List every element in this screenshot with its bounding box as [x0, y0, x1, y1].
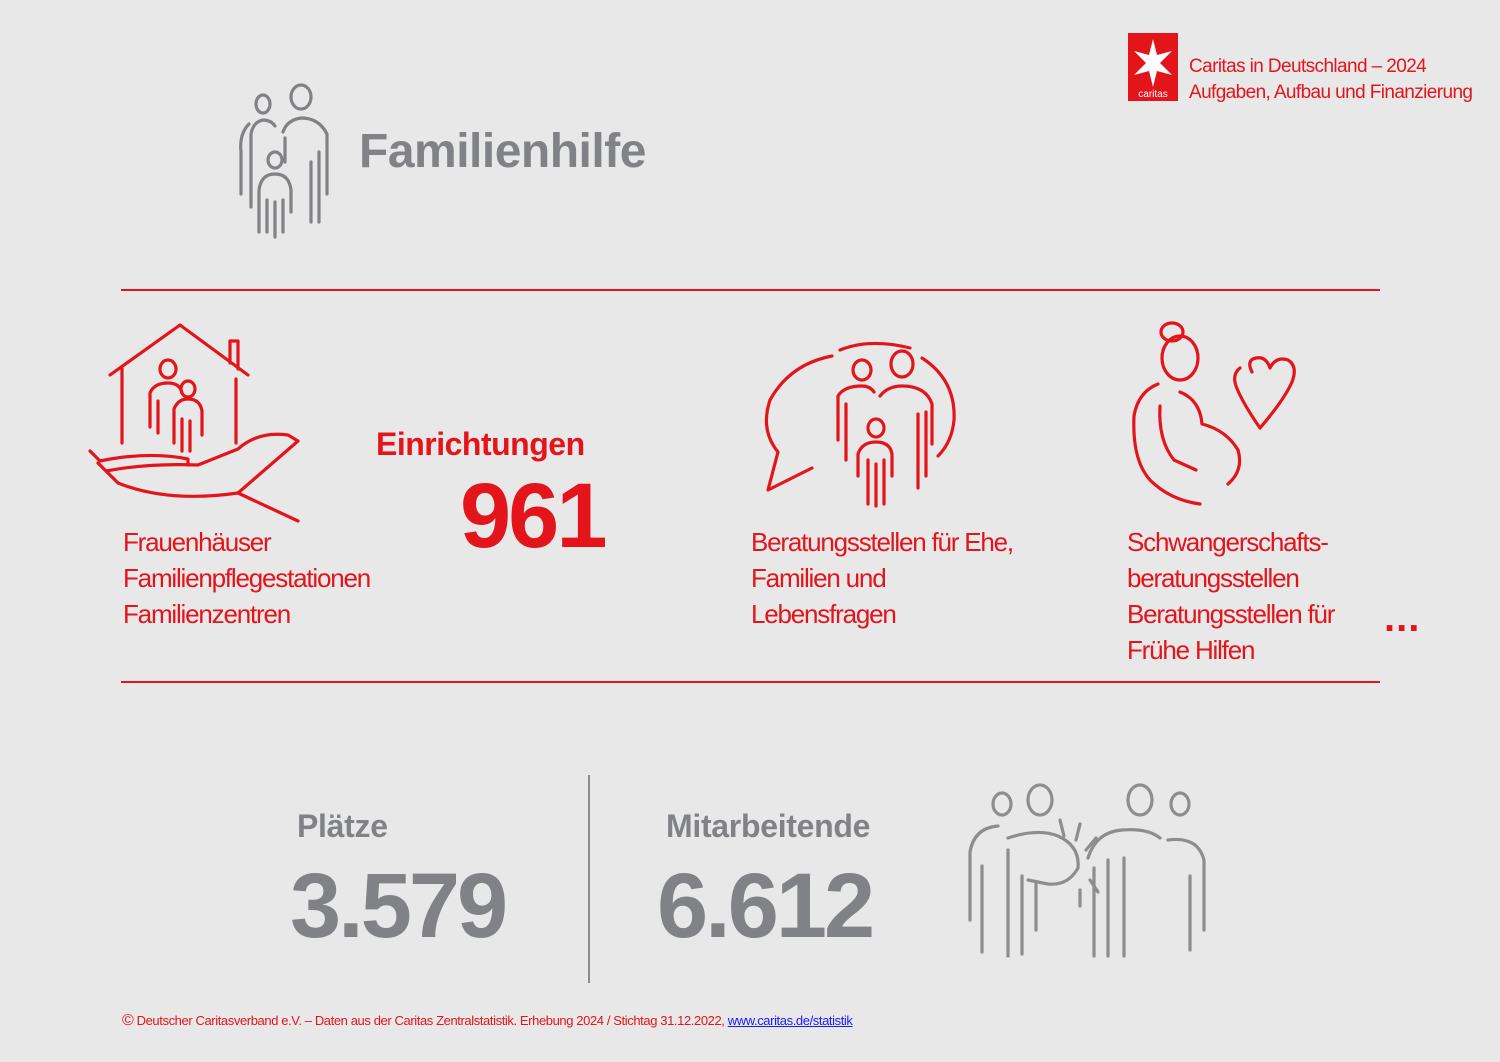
top-divider: [121, 289, 1380, 291]
mitarbeitende-label: Mitarbeitende: [666, 808, 871, 844]
facility-group-2-line-2: Familien und: [751, 563, 887, 593]
brand-line-2: Aufgaben, Aufbau und Finanzierung: [1189, 82, 1473, 103]
family-icon: [235, 82, 335, 245]
logo-text: caritas: [1138, 89, 1167, 100]
footer: © Deutscher Caritasverband e.V. – Daten …: [122, 1012, 853, 1030]
bottom-divider: [121, 681, 1380, 683]
facility-group-2-line-1: Beratungsstellen für Ehe,: [751, 527, 1014, 557]
facility-group-3-line-1: Schwangerschafts-: [1127, 527, 1329, 557]
speech-bubble-family-icon: [760, 340, 960, 515]
copyright-symbol: ©: [122, 1012, 134, 1029]
footer-text: Deutscher Caritasverband e.V. – Daten au…: [136, 1013, 725, 1028]
caritas-logo: caritas: [1128, 33, 1178, 101]
mitarbeitende-value: 6.612: [657, 855, 875, 957]
facility-group-3-line-4: Frühe Hilfen: [1127, 635, 1255, 665]
plaetze-value: 3.579: [290, 855, 508, 957]
team-people-icon: [968, 780, 1223, 965]
more-indicator: ...: [1384, 596, 1421, 640]
brand-line-1: Caritas in Deutschland – 2024: [1189, 56, 1427, 77]
statistik-link[interactable]: www.caritas.de/statistik: [727, 1013, 853, 1028]
stats-divider: [588, 775, 590, 983]
einrichtungen-label: Einrichtungen: [376, 426, 585, 462]
facility-group-2-line-3: Lebensfragen: [751, 599, 897, 629]
facility-group-3-line-2: beratungsstellen: [1127, 563, 1300, 593]
pregnant-woman-heart-icon: [1130, 320, 1305, 525]
facility-group-3-line-3: Beratungsstellen für: [1127, 599, 1335, 629]
page-title: Familienhilfe: [359, 125, 646, 178]
einrichtungen-value: 961: [460, 465, 607, 567]
facility-group-1-line-2: Familienpflegestationen: [123, 563, 371, 593]
facility-group-1-line-3: Familienzentren: [123, 599, 291, 629]
facility-group-1-line-1: Frauenhäuser: [123, 527, 272, 557]
house-hand-family-icon: [88, 323, 303, 528]
plaetze-label: Plätze: [297, 808, 388, 844]
